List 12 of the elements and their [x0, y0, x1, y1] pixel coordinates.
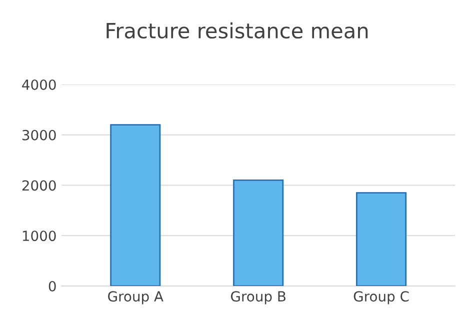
- y-tick-label: 2000: [22, 180, 56, 191]
- y-tick-label: 0: [48, 280, 56, 292]
- y-tick-label: 4000: [22, 79, 56, 90]
- bar: [233, 180, 284, 286]
- x-tick-label: Group C: [354, 291, 409, 304]
- x-tick-label: Group A: [108, 291, 164, 304]
- bar: [110, 124, 161, 286]
- y-tick-label: 3000: [22, 130, 56, 140]
- bar: [356, 192, 407, 286]
- chart-title: Fracture resistance mean: [106, 22, 368, 39]
- x-tick-label: Group B: [231, 291, 286, 304]
- y-tick-label: 1000: [22, 230, 56, 242]
